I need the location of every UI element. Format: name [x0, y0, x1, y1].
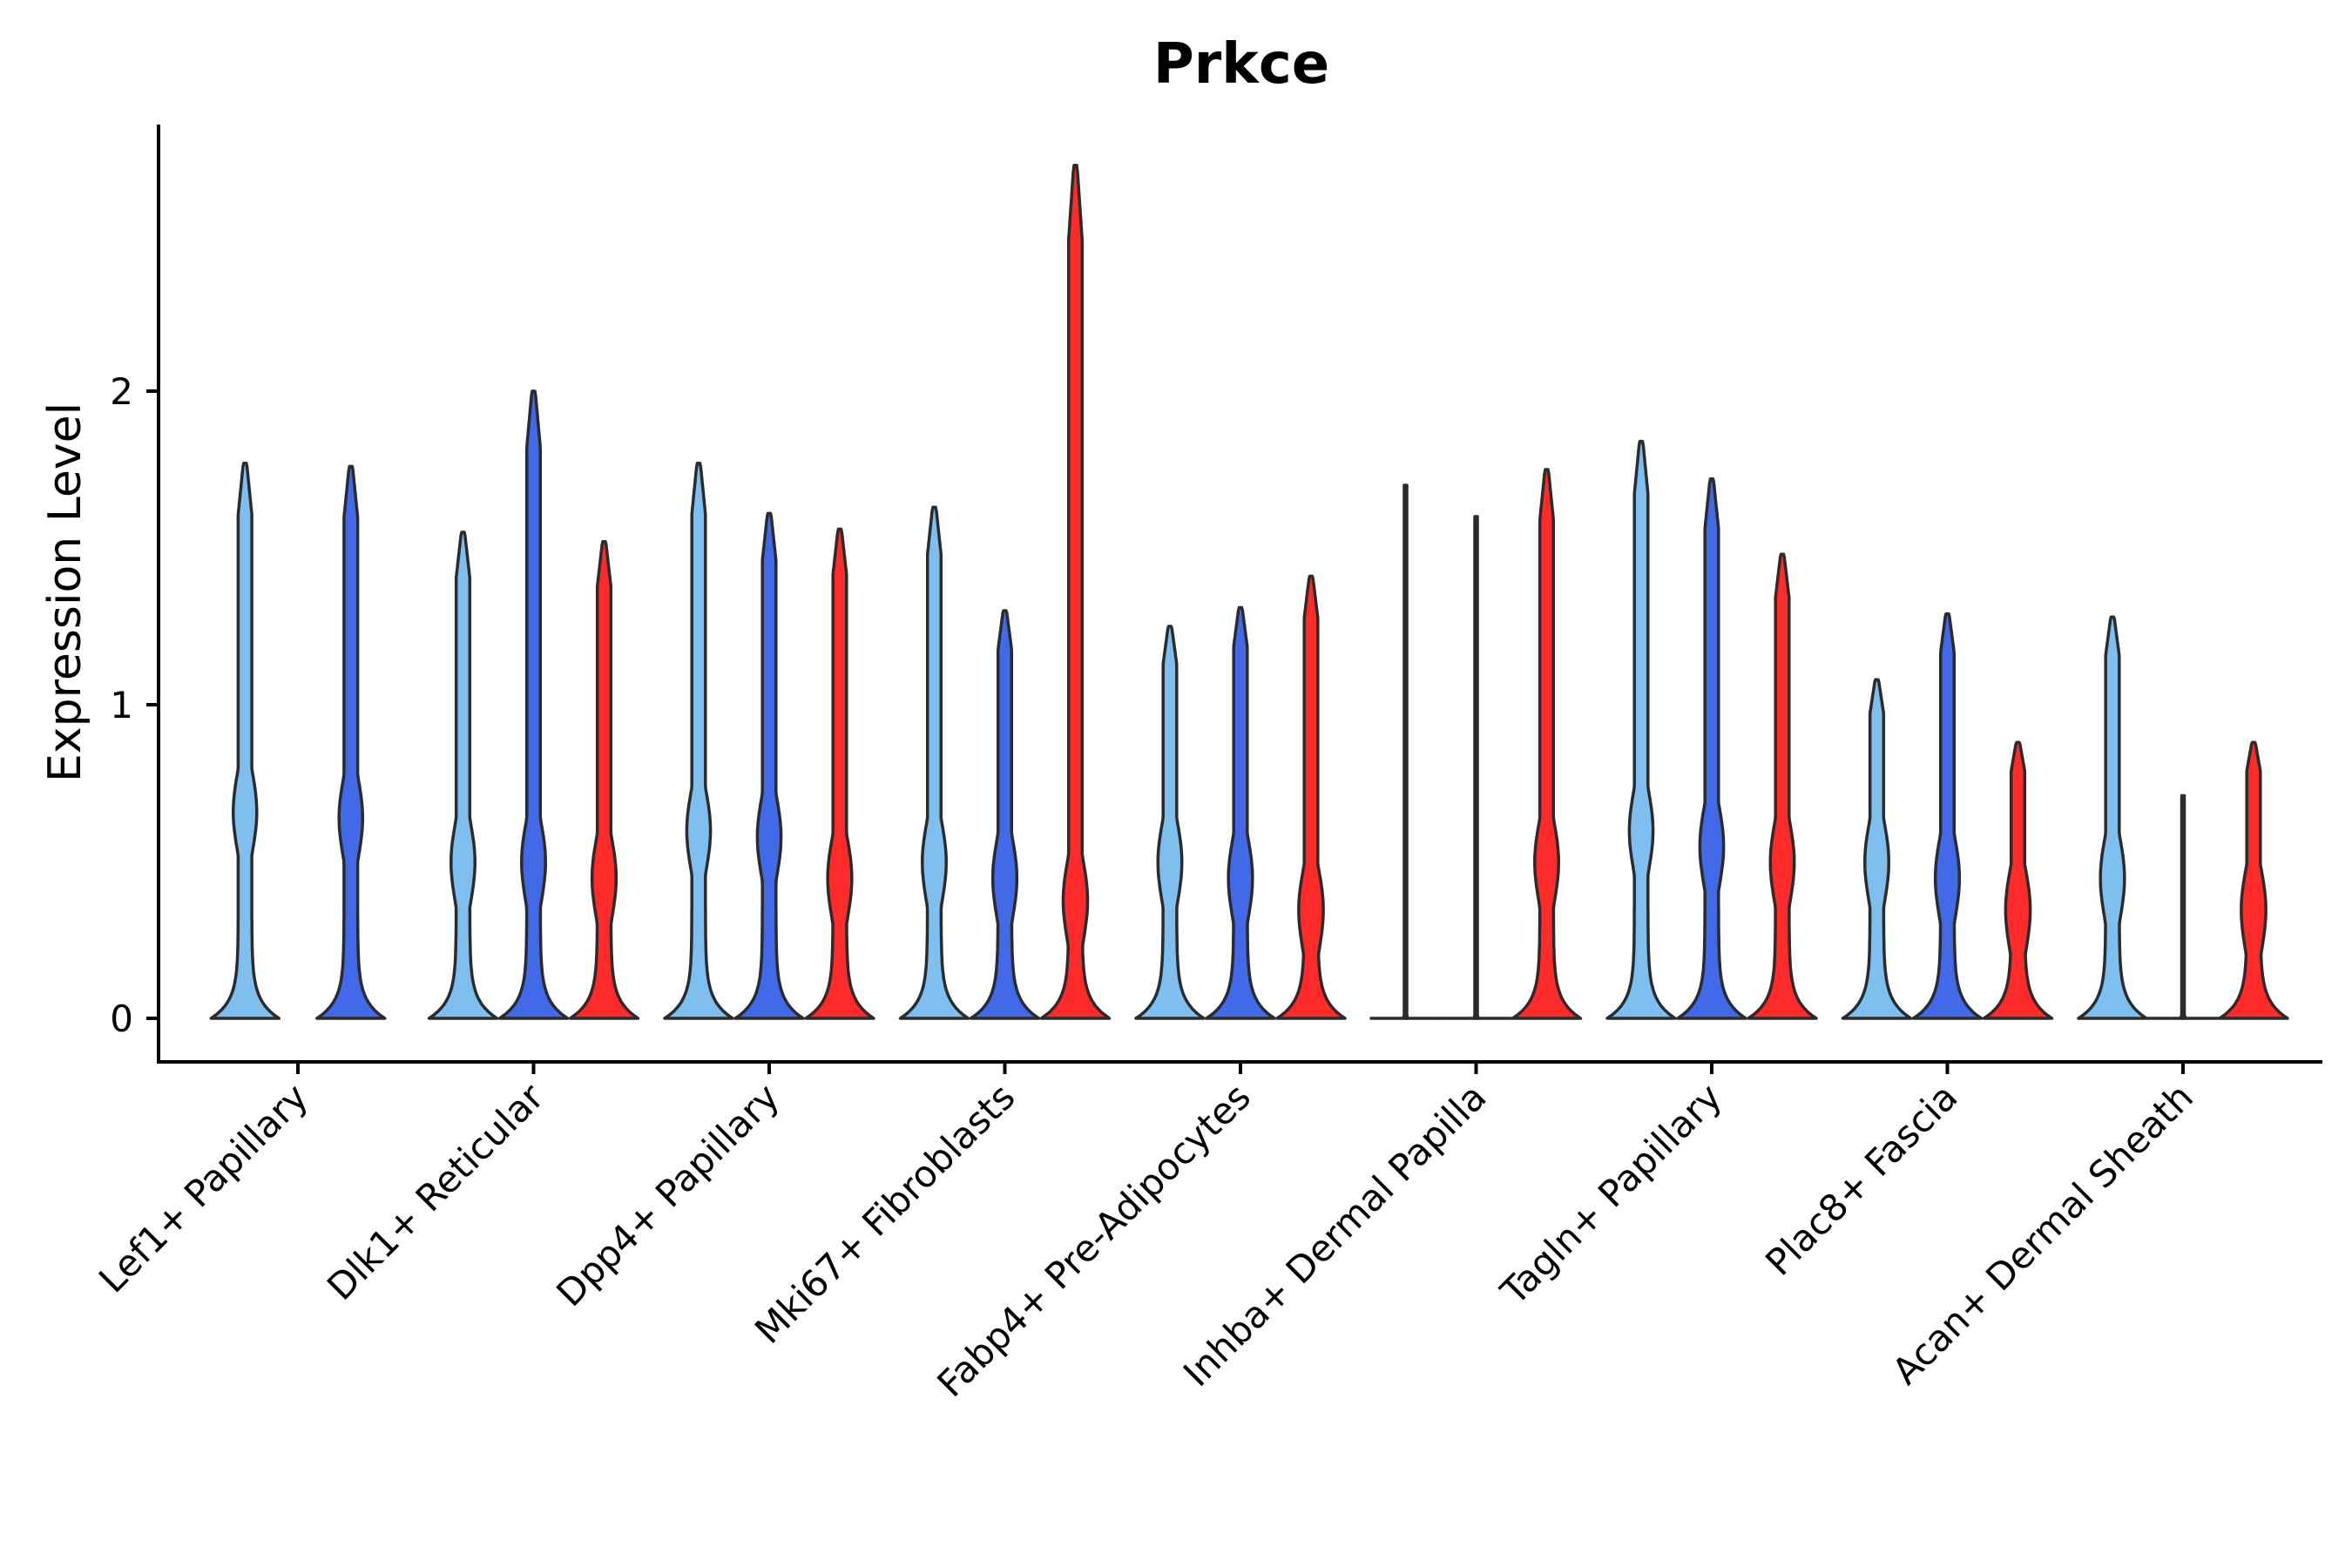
violin-red [568, 540, 640, 1020]
y-axis-label: Expression Level [39, 402, 91, 782]
violin-light-blue [2077, 615, 2148, 1020]
violin-light-blue [663, 462, 734, 1020]
violin-group [427, 389, 640, 1020]
violin-light-blue [209, 462, 281, 1020]
violin-blue [315, 464, 387, 1020]
violin-light-blue [1605, 439, 1677, 1020]
violin-light-blue [1134, 625, 1206, 1020]
y-tick-label: 2 [110, 370, 133, 413]
violin-blue [1205, 605, 1276, 1020]
violin-group [1369, 468, 1583, 1020]
violin-group [209, 462, 387, 1020]
violin-light-blue [898, 505, 970, 1020]
violin-blue [1911, 612, 1984, 1020]
violin-red [1982, 740, 2054, 1020]
violin-blue [969, 609, 1041, 1020]
x-tick-label: Dpp4+ Papillary [548, 1075, 787, 1315]
violin-light-blue [427, 531, 499, 1020]
violin-red [2218, 740, 2289, 1020]
violin-light-blue [1841, 678, 1913, 1020]
violin-group [898, 164, 1112, 1020]
violin-red [1747, 552, 1818, 1020]
x-tick-label: Tagln+ Papillary [1492, 1075, 1730, 1313]
violin-red [1275, 574, 1347, 1020]
violin-group [1841, 612, 2054, 1020]
y-tick-label: 1 [110, 684, 133, 727]
chart-title: Prkce [1153, 32, 1329, 97]
violin-blue [733, 511, 805, 1020]
violin-group [1134, 574, 1347, 1020]
violin-blue [1472, 515, 1480, 1020]
violin-red [1511, 468, 1583, 1020]
violin-blue [2179, 794, 2187, 1020]
violin-group [663, 462, 875, 1020]
y-axis-ticks: 0 1 2 [110, 370, 159, 1040]
violin-group [2077, 615, 2289, 1020]
violin-group [1605, 439, 1818, 1020]
violin-red [804, 527, 875, 1020]
y-tick-label: 0 [110, 997, 133, 1040]
plot-area [209, 164, 2289, 1020]
violin-blue [497, 389, 570, 1020]
x-tick-label: Lef1+ Papillary [91, 1075, 316, 1301]
violin-red [1039, 164, 1112, 1020]
x-tick-label: Dlk1+ Reticular [319, 1075, 552, 1308]
x-tick-label: Plac8+ Fascia [1757, 1075, 1965, 1283]
violin-light-blue [1402, 483, 1409, 1020]
x-tick-label: Mki67+ Fibroblasts [747, 1075, 1023, 1351]
violin-blue [1676, 477, 1747, 1020]
